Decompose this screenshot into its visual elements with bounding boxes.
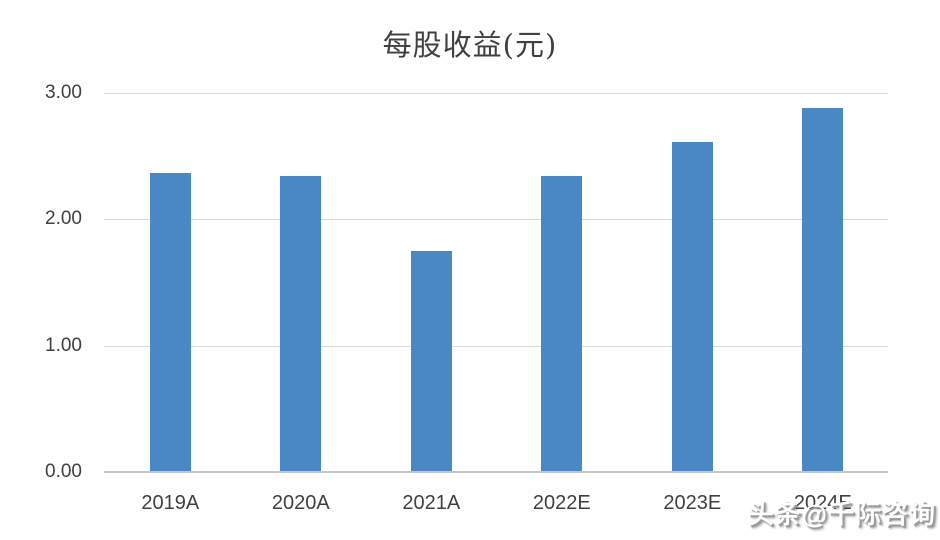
y-tick-label: 3.00 [45, 82, 82, 103]
x-tick-label: 2024E [793, 492, 852, 514]
y-gridline [104, 219, 888, 221]
bar-2024E [802, 108, 844, 472]
bar-2020A [280, 176, 322, 472]
y-tick-label: 0.00 [45, 461, 82, 482]
chart-title: 每股收益(元) [382, 28, 558, 62]
watermark: 头条@千际咨询 [747, 499, 936, 529]
y-tick-label: 1.00 [45, 334, 82, 356]
y-gridline [104, 93, 888, 94]
y-gridline [104, 345, 888, 347]
x-axis-line [104, 471, 888, 473]
x-tick-label: 2019A [141, 492, 200, 514]
x-tick-label: 2022E [532, 492, 591, 514]
x-tick-label: 2020A [271, 492, 330, 514]
bar-2019A [149, 172, 191, 472]
x-tick-label: 2021A [402, 492, 461, 514]
bar-2021A [410, 250, 452, 472]
x-tick-label: 2023E [663, 492, 722, 514]
y-tick-label: 2.00 [45, 208, 82, 230]
bar-2022E [541, 176, 583, 472]
bar-2023E [671, 142, 713, 472]
